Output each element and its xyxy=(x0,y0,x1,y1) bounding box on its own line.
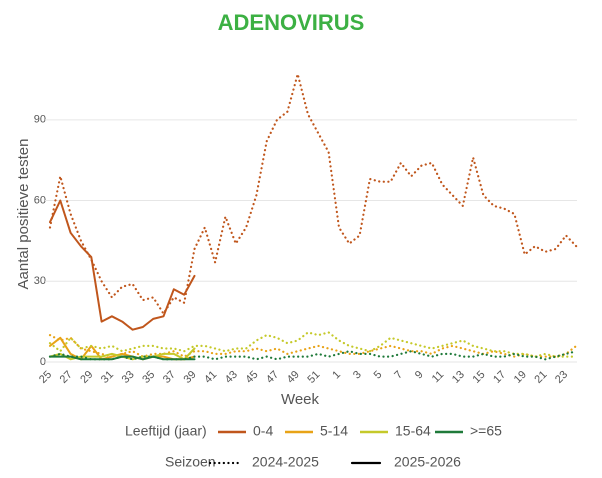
x-tick-label: 7 xyxy=(392,369,405,382)
y-tick-label: 0 xyxy=(40,356,46,368)
legend-title: Seizoen xyxy=(165,454,216,470)
y-tick-label: 90 xyxy=(34,114,46,126)
x-tick-label: 9 xyxy=(413,369,426,382)
chart-title: ADENOVIRUS xyxy=(218,10,365,35)
x-tick-label: 5 xyxy=(372,369,385,382)
y-tick-label: 30 xyxy=(34,275,46,287)
x-tick-label: 31 xyxy=(99,369,116,386)
legend-label: 5-14 xyxy=(320,423,348,439)
legend-title: Leeftijd (jaar) xyxy=(125,423,207,439)
x-axis-title: Week xyxy=(281,391,320,408)
x-tick-label: 39 xyxy=(182,369,199,386)
series-line xyxy=(48,331,578,358)
x-tick-label: 23 xyxy=(553,369,570,386)
x-tick-label: 19 xyxy=(512,369,529,386)
x-tick-label: 51 xyxy=(305,369,322,386)
x-tick-label: 49 xyxy=(285,369,302,386)
series-line xyxy=(49,199,196,331)
x-tick-label: 41 xyxy=(202,369,219,386)
legend-label: >=65 xyxy=(470,423,502,439)
x-tick-label: 17 xyxy=(491,369,508,386)
y-tick-label: 60 xyxy=(34,194,46,206)
x-tick-label: 35 xyxy=(140,369,157,386)
series-line xyxy=(49,355,196,361)
x-tick-label: 13 xyxy=(450,369,467,386)
x-tick-label: 29 xyxy=(78,369,95,386)
legend-label: 2025-2026 xyxy=(394,454,461,470)
x-tick-label: 43 xyxy=(223,369,240,386)
x-tick-label: 33 xyxy=(120,369,137,386)
series-line xyxy=(48,73,578,315)
legend-label: 15-64 xyxy=(395,423,431,439)
x-tick-label: 27 xyxy=(58,369,75,386)
x-tick-label: 15 xyxy=(470,369,487,386)
x-tick-label: 11 xyxy=(430,369,447,386)
x-tick-label: 21 xyxy=(532,369,549,386)
x-tick-label: 1 xyxy=(330,369,343,382)
x-tick-label: 3 xyxy=(351,369,364,382)
x-tick-label: 47 xyxy=(264,369,281,386)
y-axis-title: Aantal positieve testen xyxy=(15,139,32,290)
x-tick-label: 37 xyxy=(161,369,178,386)
series-line xyxy=(48,334,578,358)
legend-label: 2024-2025 xyxy=(252,454,319,470)
x-tick-label: 45 xyxy=(243,369,260,386)
x-tick-label: 25 xyxy=(37,369,54,386)
legend-label: 0-4 xyxy=(253,423,273,439)
